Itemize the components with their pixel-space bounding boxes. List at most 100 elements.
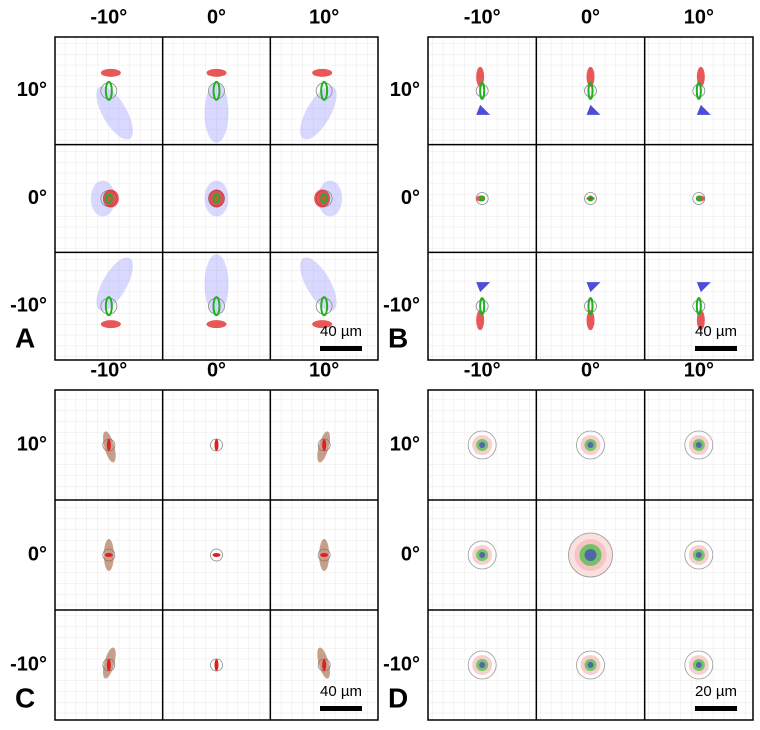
row-label: 10° — [390, 79, 420, 101]
column-label: 0° — [581, 359, 600, 381]
panel: -10° 0° 10° 10° 0° -10° C 40 µm — [10, 359, 379, 721]
spot-ring — [576, 650, 605, 680]
row-label: 0° — [401, 187, 420, 209]
spot-ring — [692, 84, 706, 98]
spot-red — [208, 189, 225, 208]
spot-ring — [692, 192, 706, 205]
spot-blue — [587, 662, 594, 668]
spot-red — [212, 553, 221, 557]
spot-ring — [584, 84, 597, 98]
spot-green — [212, 296, 221, 317]
panel-letter: A — [15, 322, 35, 353]
spot-ring — [692, 299, 706, 313]
spot-red — [320, 553, 329, 557]
row-label: 10° — [390, 433, 420, 455]
row-label: -10° — [383, 653, 420, 675]
panel-frame — [427, 389, 754, 721]
spot-red — [100, 320, 121, 329]
row-label: 10° — [17, 79, 47, 101]
spot-green — [320, 296, 329, 317]
spot-blue — [479, 442, 486, 448]
spot-blue — [695, 552, 702, 558]
spot-green — [695, 195, 702, 202]
row-label: 0° — [401, 543, 420, 565]
spot-red — [586, 66, 595, 87]
scale-bar-label: 40 µm — [695, 323, 737, 340]
scale-bar — [320, 706, 362, 711]
row-label: 10° — [17, 433, 47, 455]
row-label: -10° — [10, 294, 47, 316]
spot-ring — [576, 430, 605, 460]
scale-bar-label: 40 µm — [320, 323, 362, 340]
spot-red — [322, 659, 327, 671]
spot-blue — [695, 442, 702, 448]
spot-green — [320, 80, 329, 101]
spot-green — [479, 195, 486, 202]
spot-blue — [479, 662, 486, 668]
panel-letter: C — [15, 682, 35, 713]
spot-green — [695, 81, 702, 100]
column-label: -10° — [90, 359, 127, 381]
spot-red — [214, 659, 219, 671]
column-label: 10° — [309, 359, 339, 381]
panel: -10° 0° 10° 10° 0° -10° A 40 µm — [10, 6, 379, 361]
spot-blue — [96, 257, 133, 311]
spot-red — [100, 68, 121, 77]
panel-frame — [54, 389, 379, 721]
spot-green — [104, 296, 113, 317]
column-label: -10° — [464, 6, 501, 28]
spot-blue — [586, 104, 601, 115]
spot-green — [104, 193, 113, 204]
column-label: 10° — [684, 6, 714, 28]
spot-red — [312, 320, 333, 329]
spot-ring — [467, 430, 497, 460]
spot-blue — [479, 552, 486, 558]
spot-green — [587, 195, 594, 202]
spot-ring — [584, 192, 597, 205]
spot-red — [206, 68, 227, 77]
row-label: -10° — [10, 653, 47, 675]
column-label: 0° — [207, 359, 226, 381]
spot-ring — [684, 540, 714, 570]
scale-bar — [320, 346, 362, 351]
spot-ring — [475, 192, 489, 205]
panel-letter: D — [388, 682, 408, 713]
row-label: 0° — [28, 187, 47, 209]
panel-letter: B — [388, 322, 408, 353]
spot-red — [214, 439, 219, 451]
spot-green — [212, 193, 221, 204]
scale-bar — [695, 706, 737, 711]
panel: -10° 0° 10° 10° 0° -10° D 20 µm — [383, 359, 754, 721]
spot-green — [104, 80, 113, 101]
spot-red — [104, 553, 113, 557]
spot-ring — [684, 650, 714, 680]
spot-blue — [586, 282, 601, 293]
spot-blue — [584, 549, 597, 561]
spot-green — [479, 297, 486, 316]
column-label: 10° — [309, 6, 339, 28]
spot-blue — [696, 282, 711, 293]
spot-ring — [584, 299, 597, 313]
column-label: 10° — [684, 359, 714, 381]
row-label: -10° — [383, 294, 420, 316]
spot-blue — [476, 104, 491, 115]
spot-red — [106, 659, 111, 671]
spot-green — [212, 80, 221, 101]
spot-green — [587, 81, 594, 100]
panel-frame — [427, 36, 754, 361]
spot-red — [586, 310, 595, 331]
spot-red — [206, 320, 227, 329]
spot-ring — [467, 650, 497, 680]
spot-blue — [300, 257, 337, 311]
column-label: -10° — [90, 6, 127, 28]
spot-blue — [476, 282, 491, 293]
spot-ring — [684, 430, 714, 460]
panel-frame — [54, 36, 379, 361]
spot-blue — [204, 82, 229, 143]
spot-red — [106, 439, 111, 451]
spot-green — [479, 81, 486, 100]
spot-blue — [96, 86, 133, 140]
spot-blue — [204, 254, 229, 315]
spot-blue — [587, 442, 594, 448]
column-label: 0° — [207, 6, 226, 28]
